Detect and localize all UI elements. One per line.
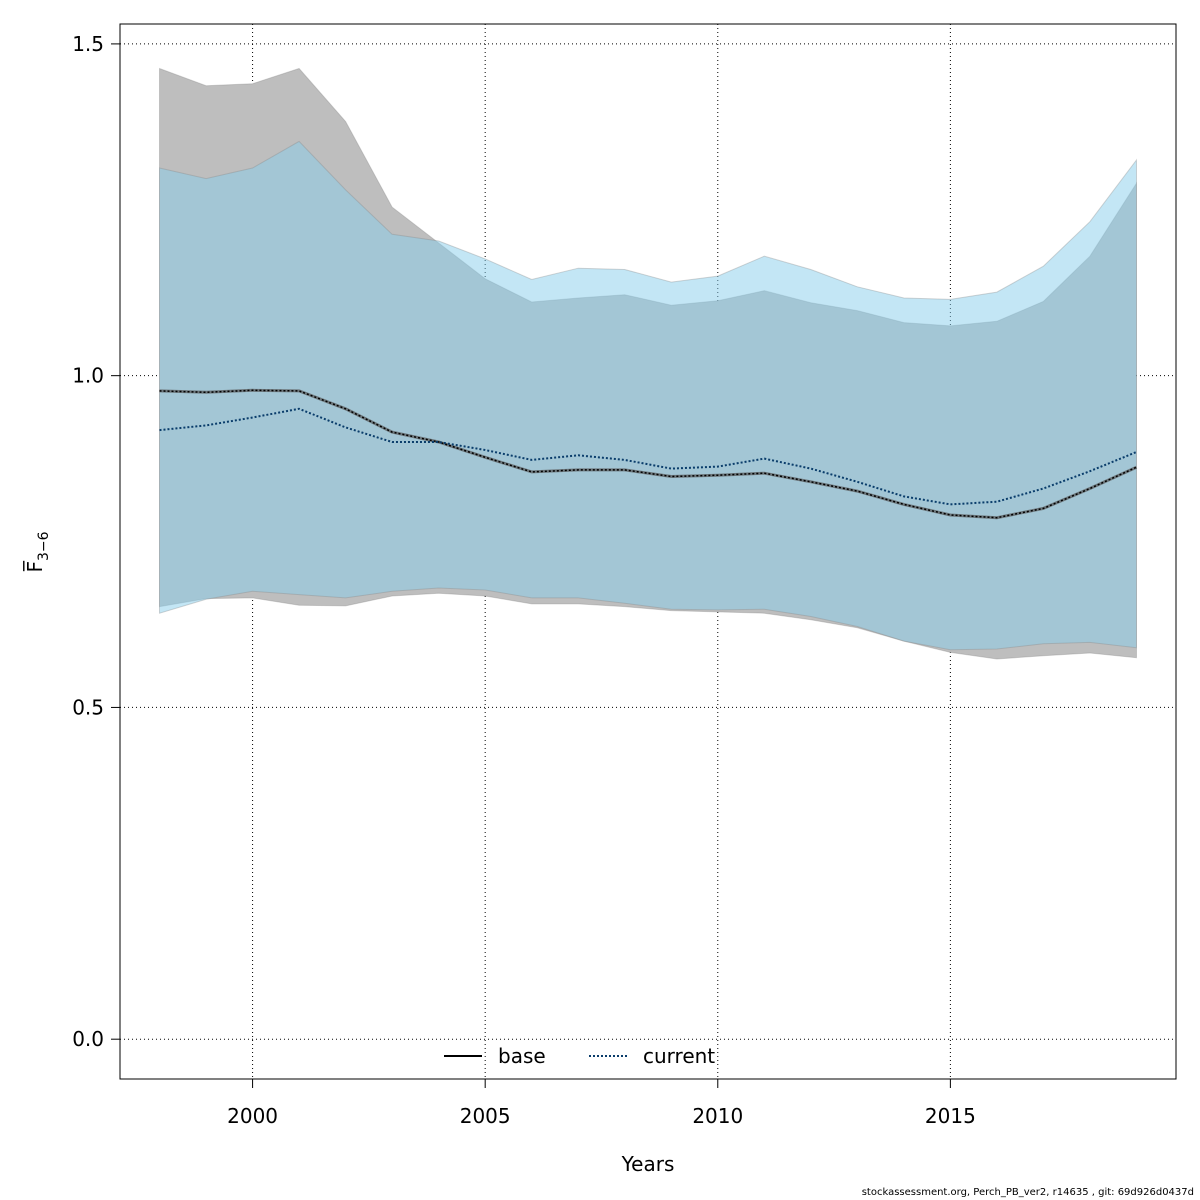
x-tick-label-2005: 2005: [460, 1104, 511, 1128]
x-axis-title: Years: [621, 1152, 675, 1176]
y-tick-label-1: 0.5: [72, 695, 104, 719]
y-tick-label-2: 1.0: [72, 364, 104, 388]
y-axis-title-subscript: 3−6: [36, 531, 52, 561]
legend-label-base: base: [498, 1044, 546, 1068]
x-tick-label-2000: 2000: [227, 1104, 278, 1128]
y-tick-label-0: 0.0: [72, 1027, 104, 1051]
y-axis-title: F̅3−6: [22, 531, 52, 572]
footer-credit: stockassessment.org, Perch_PB_ver2, r146…: [861, 1187, 1194, 1198]
x-tick-label-2015: 2015: [925, 1104, 976, 1128]
legend-label-current: current: [643, 1044, 715, 1068]
band-current: [159, 140, 1137, 651]
x-tick-label-2010: 2010: [692, 1104, 743, 1128]
line-base-core: [159, 389, 1137, 519]
y-tick-label-3: 1.5: [72, 32, 104, 56]
svg-text:F̅3−6: F̅3−6: [22, 531, 52, 572]
axis-ticks: 0.0 0.5 1.0 1.5 2000 2005 2010 2015: [72, 32, 976, 1128]
legend: base current: [444, 1044, 715, 1068]
plot-frame: [119, 23, 1177, 1080]
y-axis-title-main: F̅: [22, 560, 47, 573]
confidence-bands: [159, 67, 1137, 660]
series-lines: [159, 388, 1138, 520]
